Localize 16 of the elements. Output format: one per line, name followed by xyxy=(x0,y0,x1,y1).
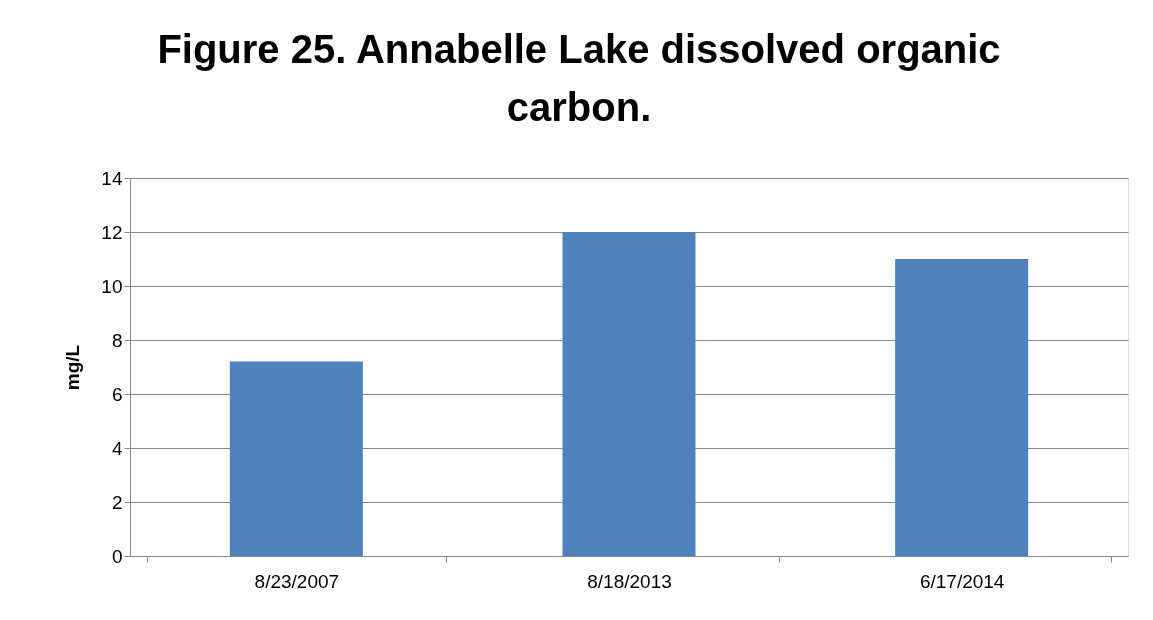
y-tick-label: 4 xyxy=(111,437,123,459)
x-tick-label: 8/18/2013 xyxy=(587,570,672,592)
y-axis-title: mg/L xyxy=(62,344,84,391)
x-tick-label: 6/17/2014 xyxy=(919,570,1005,592)
y-tick-label: 2 xyxy=(111,491,123,513)
bar xyxy=(229,361,363,556)
y-tick-label: 12 xyxy=(101,221,123,243)
x-tick-label: 8/23/2007 xyxy=(254,570,340,592)
y-tick-label: 0 xyxy=(111,545,123,567)
bar xyxy=(562,232,696,556)
y-tick-label: 6 xyxy=(111,383,123,405)
bar xyxy=(895,259,1029,556)
y-tick-label: 14 xyxy=(101,167,123,189)
y-tick-label: 10 xyxy=(101,275,123,297)
y-tick-label: 8 xyxy=(111,329,123,351)
chart-title: Figure 25. Annabelle Lake dissolved organic carbon. xyxy=(157,27,1001,129)
